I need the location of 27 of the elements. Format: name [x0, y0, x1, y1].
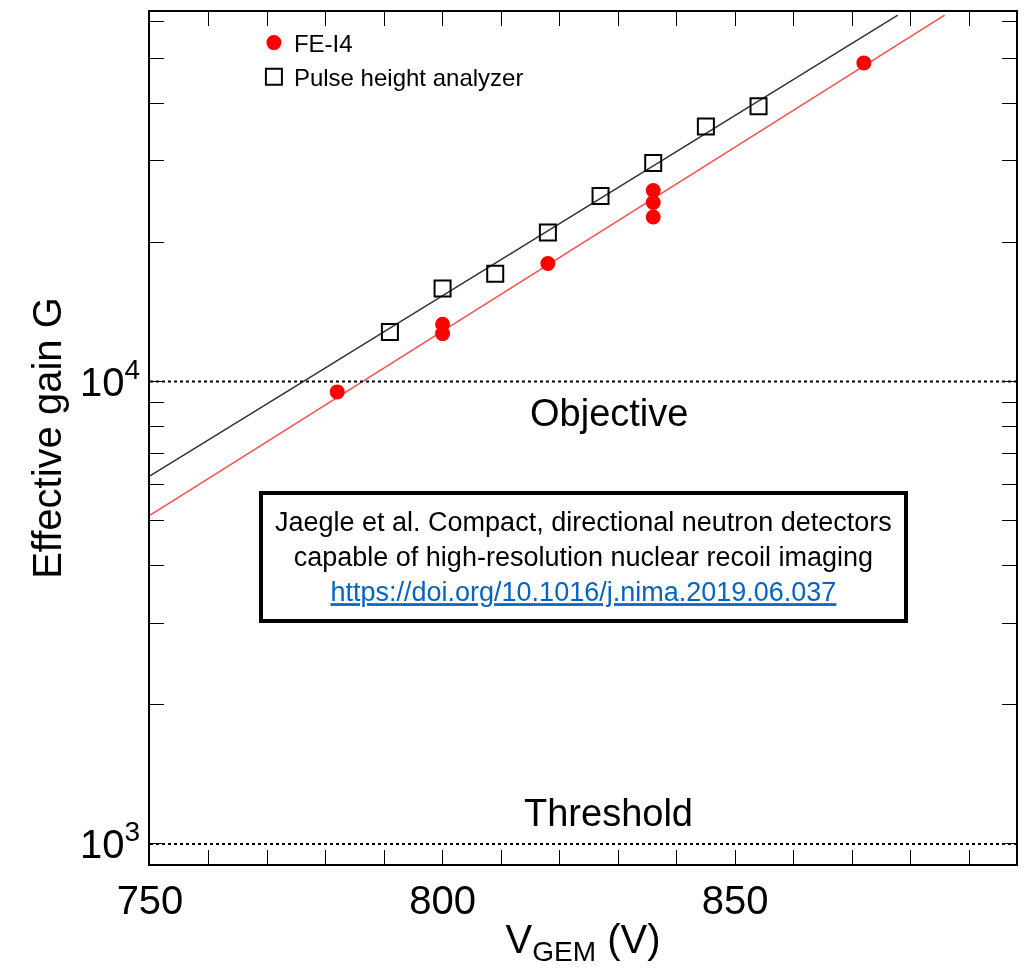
x-axis-title: V$_{GEM}$ (V) [505, 917, 661, 968]
point [645, 194, 661, 210]
point [380, 323, 399, 342]
point [645, 182, 661, 198]
y-tick-label: 10$^{4}$ [79, 353, 140, 404]
y-axis-title: Effective gain G [24, 297, 69, 579]
point [329, 384, 345, 400]
x-tick-label: 800 [409, 878, 476, 922]
point [645, 209, 661, 225]
point [644, 154, 663, 172]
y-tick-label: 10$^{3}$ [79, 816, 140, 866]
point [538, 223, 557, 242]
point [486, 264, 505, 283]
point [435, 326, 451, 342]
point [856, 55, 872, 71]
x-tick-label: 750 [116, 878, 184, 922]
point [749, 97, 768, 116]
legend-label: FE-I4 [293, 29, 353, 57]
point [591, 186, 610, 205]
ref-line-label: Objective [530, 392, 689, 434]
point [540, 256, 556, 272]
point [696, 117, 715, 136]
annotation: Jaegle et al. Compact, directional neutron detectors capable of high-resolution nuclear recoil imaging https://doi.org/10.1016/j.nima.2019.06.037 [275, 507, 892, 608]
x-tick-label: 850 [701, 878, 769, 922]
point [433, 279, 452, 298]
legend-label: Pulse height analyzer [293, 64, 524, 92]
ref-line-label: Threshold [524, 792, 693, 834]
